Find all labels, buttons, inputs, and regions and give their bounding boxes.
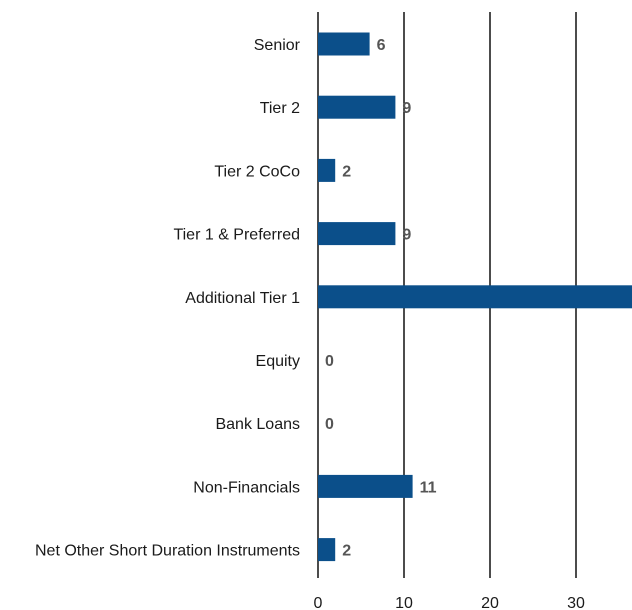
bar (318, 285, 632, 309)
value-label: 2 (342, 163, 351, 180)
category-label: Non-Financials (193, 479, 300, 496)
value-label: 6 (377, 37, 386, 54)
bar (318, 222, 396, 246)
category-label: Net Other Short Duration Instruments (35, 543, 300, 560)
category-label: Senior (254, 37, 301, 54)
value-label: 9 (402, 227, 411, 244)
x-tick-label: 20 (481, 595, 499, 610)
category-labels: Senior Tier 2 Tier 2 CoCo Tier 1 & Preferre… (35, 37, 301, 560)
category-label: Tier 2 CoCo (214, 163, 300, 180)
bar (318, 32, 370, 56)
bars (318, 32, 632, 562)
bar (318, 158, 336, 182)
category-label: Additional Tier 1 (185, 290, 300, 307)
value-labels: 69296000112 (325, 37, 437, 560)
value-label: 11 (420, 479, 437, 496)
category-label: Bank Loans (215, 416, 300, 433)
category-label: Tier 1 & Preferred (173, 227, 300, 244)
x-tick-label: 30 (567, 595, 585, 610)
x-tick-label: 10 (395, 595, 413, 610)
x-axis-tick-labels: 010203040506070 (314, 595, 585, 610)
x-tick-label: 0 (314, 595, 323, 610)
category-label: Equity (256, 353, 300, 370)
category-label: Tier 2 (260, 100, 300, 117)
bar (318, 474, 413, 498)
value-label: 0 (325, 353, 334, 370)
value-label: 0 (325, 416, 334, 433)
bar (318, 538, 336, 562)
value-label: 9 (402, 100, 411, 117)
bar (318, 95, 396, 119)
value-label: 2 (342, 543, 351, 560)
